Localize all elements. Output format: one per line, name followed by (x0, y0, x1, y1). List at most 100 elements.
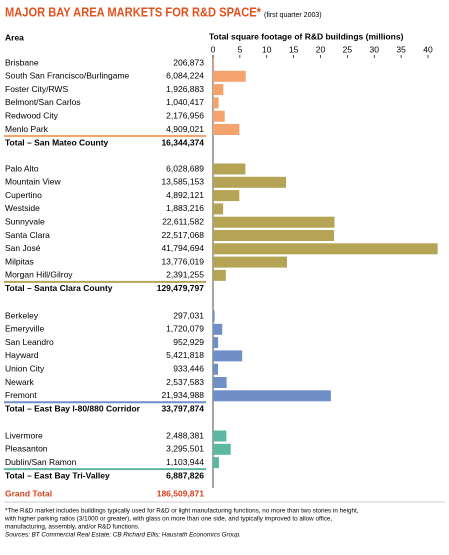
total-value: 33,797,874 (161, 404, 204, 414)
bar (213, 457, 219, 469)
row-label: Livermore (5, 430, 43, 440)
value-label: 1,720,079 (166, 324, 204, 334)
chart-subtitle: (first quarter 2003) (264, 12, 322, 19)
bar (213, 84, 224, 96)
sources: Sources: BT Commercial Real Estate; CB R… (5, 532, 241, 539)
row-label: Cupertino (5, 190, 42, 200)
row-label: Foster City/RWS (5, 84, 68, 94)
row-label: Belmont/San Carlos (5, 97, 81, 107)
bar (213, 256, 288, 268)
row-label: South San Francisco/Burlingame (5, 71, 130, 81)
bar (213, 110, 225, 122)
value-label: 22,517,068 (161, 230, 204, 240)
row-label: Westside (5, 203, 40, 213)
row-label: Palo Alto (5, 163, 39, 173)
row-label: Berkeley (5, 310, 39, 320)
total-value: 129,479,797 (157, 283, 205, 293)
value-label: 1,883,216 (166, 203, 204, 213)
bar (213, 216, 335, 228)
bar (213, 323, 223, 335)
value-label: 3,295,501 (166, 444, 204, 454)
chart-title: MAJOR BAY AREA MARKETS FOR R&D SPACE* (5, 4, 262, 19)
bar (213, 443, 231, 455)
x-axis-label: Total square footage of R&D buildings (m… (209, 31, 404, 41)
value-label: 933,446 (173, 363, 204, 373)
row-label: Hayward (5, 350, 39, 360)
value-label: 1,103,944 (166, 457, 204, 467)
area-header: Area (5, 32, 24, 42)
total-label: Total – San Mateo County (5, 137, 109, 147)
x-tick-label: 40 (423, 44, 433, 54)
footnote: with higher parking ratios (3/1000 or gr… (4, 516, 332, 523)
value-label: 297,031 (173, 310, 204, 320)
value-label: 4,909,021 (166, 124, 204, 134)
grand-total-value: 186,509,871 (157, 488, 205, 498)
row-label: Morgan Hill/Gilroy (5, 270, 73, 280)
value-label: 1,040,417 (166, 97, 204, 107)
total-label: Total – East Bay Tri-Valley (5, 470, 110, 480)
row-label: Emeryville (5, 324, 44, 334)
x-tick-label: 15 (289, 44, 299, 54)
bar (213, 390, 331, 402)
grand-total-label: Grand Total (5, 488, 52, 498)
row-label: Santa Clara (5, 230, 50, 240)
bar (213, 243, 438, 255)
x-tick-label: 0 (211, 44, 216, 54)
bar (213, 70, 246, 82)
row-label: Pleasanton (5, 444, 48, 454)
value-label: 41,794,694 (161, 243, 204, 253)
x-tick-label: 35 (396, 44, 406, 54)
value-label: 6,028,689 (166, 163, 204, 173)
value-label: 2,176,956 (166, 110, 204, 120)
bar (213, 363, 219, 375)
row-label: Union City (5, 363, 45, 373)
row-label: Fremont (5, 390, 37, 400)
value-label: 206,873 (173, 57, 204, 67)
row-label: Redwood City (5, 110, 59, 120)
row-label: Sunnyvale (5, 216, 45, 226)
row-label: Mountain View (5, 177, 61, 187)
total-label: Total – East Bay I-80/880 Corridor (5, 404, 141, 414)
bar (213, 163, 246, 175)
bar (213, 230, 335, 241)
bar (213, 310, 215, 322)
row-label: Dublin/San Ramon (5, 457, 77, 467)
value-label: 6,084,224 (166, 71, 204, 81)
value-label: 952,929 (173, 337, 204, 347)
bar (213, 430, 227, 442)
bar (213, 57, 215, 69)
value-label: 5,421,818 (166, 350, 204, 360)
value-label: 2,537,583 (166, 377, 204, 387)
value-label: 13,776,019 (161, 256, 204, 266)
x-tick-label: 30 (370, 44, 380, 54)
row-label: Milpitas (5, 256, 34, 266)
row-label: Brisbane (5, 57, 39, 67)
total-value: 16,344,374 (161, 137, 204, 147)
value-label: 21,934,988 (161, 390, 204, 400)
value-label: 2,488,381 (166, 430, 204, 440)
bar (213, 176, 287, 188)
footnote: *The R&D market includes buildings typic… (5, 508, 359, 515)
bar (213, 337, 219, 349)
footnote: manufacturing, assembly, and/or R&D func… (5, 524, 140, 531)
value-label: 1,926,883 (166, 84, 204, 94)
x-tick-label: 10 (262, 44, 272, 54)
value-label: 2,391,255 (166, 270, 204, 280)
bar (213, 269, 226, 281)
x-tick-label: 5 (238, 44, 243, 54)
total-value: 6,887,826 (166, 470, 204, 480)
bar (213, 124, 240, 135)
value-label: 4,892,121 (166, 190, 204, 200)
bar (213, 203, 224, 215)
bar (213, 350, 243, 362)
total-label: Total – Santa Clara County (5, 283, 113, 293)
row-label: Newark (5, 377, 35, 387)
bar (213, 190, 240, 202)
row-label: San Leandro (5, 337, 54, 347)
value-label: 22,611,582 (162, 216, 204, 226)
x-tick-label: 20 (316, 44, 326, 54)
row-label: Menlo Park (5, 124, 49, 134)
bar (213, 97, 219, 109)
row-label: San José (5, 243, 41, 253)
